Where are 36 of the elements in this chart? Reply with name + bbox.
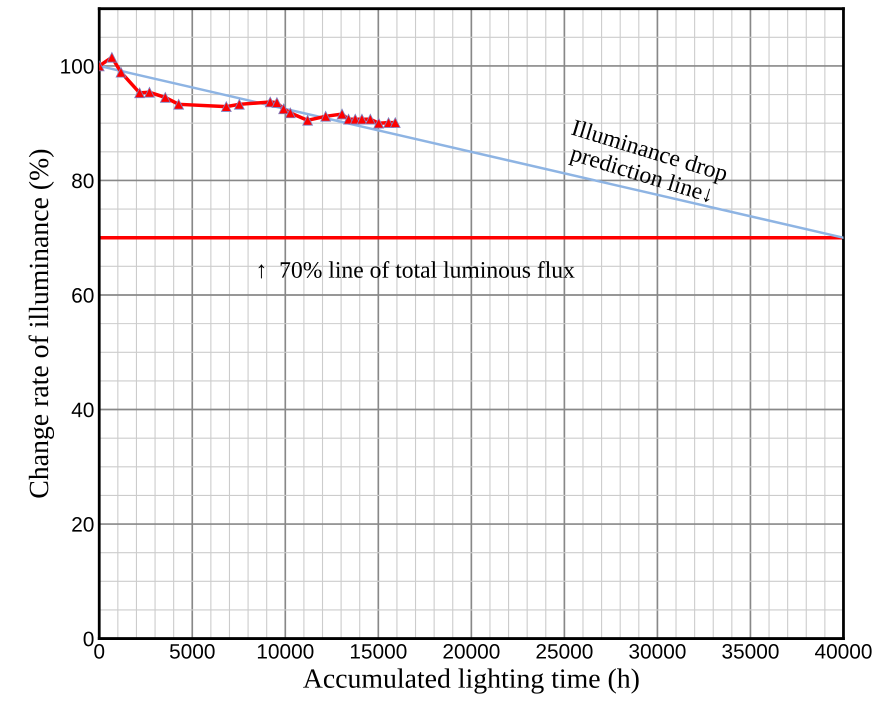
point <box>272 97 282 108</box>
point <box>336 108 348 120</box>
point <box>134 88 145 98</box>
point <box>302 115 313 126</box>
point <box>356 114 368 124</box>
y-tick-label: 60 <box>72 288 94 303</box>
x-tick-label: 0 <box>94 644 104 659</box>
y-tick-label: 40 <box>72 402 94 418</box>
x-axis-title: Accumulated lighting time (h) <box>303 668 639 694</box>
point <box>278 104 289 114</box>
point <box>173 99 184 110</box>
x-tick-label: 10000 <box>258 644 314 659</box>
point <box>365 114 376 124</box>
point <box>373 118 384 128</box>
point <box>106 52 118 63</box>
x-tick-label: 5000 <box>170 644 215 659</box>
point <box>390 117 401 128</box>
y-tick-label: 80 <box>72 173 94 188</box>
y-tick-label: 0 <box>84 632 94 646</box>
x-tick-label: 15000 <box>350 644 406 659</box>
point <box>116 66 126 78</box>
x-tick-label: 25000 <box>536 644 593 659</box>
annotation: ↑ 70% line of total luminous flux <box>258 261 575 278</box>
y-tick-label: 100 <box>61 58 94 74</box>
point <box>144 87 155 98</box>
point <box>234 99 245 110</box>
x-tick-label: 35000 <box>722 644 779 659</box>
x-tick-label: 40000 <box>814 644 872 659</box>
x-tick-label: 20000 <box>443 644 500 659</box>
y-axis-title: Change rate of illuminance (%) <box>28 150 54 498</box>
point <box>285 108 296 118</box>
x-tick-label: 30000 <box>629 644 686 659</box>
point <box>221 101 232 112</box>
point <box>160 92 171 103</box>
point <box>320 111 331 122</box>
y-tick-label: 20 <box>72 517 94 532</box>
